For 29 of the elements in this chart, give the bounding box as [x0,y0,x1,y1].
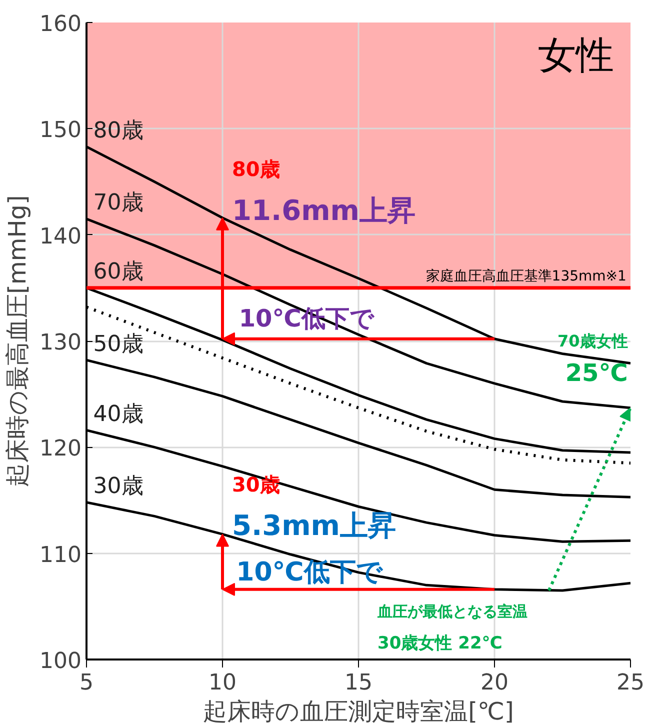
series-label: 40歳 [93,402,144,427]
annotation: 5.3mm上昇 [232,509,396,542]
series-label: 30歳 [93,474,144,500]
y-axis-title: 起床時の最高血圧[mmHg] [4,195,32,487]
series-label: 60歳 [93,260,144,285]
x-tick-label: 5 [80,670,94,696]
y-tick-label: 110 [40,542,82,568]
series-label: 50歳 [93,332,144,357]
annotation: 11.6mm上昇 [232,194,416,227]
chart-title: 女性 [538,33,614,78]
y-tick-label: 160 [40,12,82,37]
x-tick-label: 20 [480,670,509,696]
x-tick-label: 15 [344,670,373,696]
annotation: 80歳 [232,157,280,182]
series-label: 70歳 [93,190,144,216]
y-tick-label: 150 [40,118,82,144]
x-tick-label: 25 [616,670,645,696]
y-tick-label: 130 [40,330,82,356]
annotation: 30歳女性 22℃ [378,634,502,654]
annotation: 70歳女性 [558,332,628,350]
annotation: 血圧が最低となる室温 [376,602,528,621]
series-label: 80歳 [93,118,144,144]
y-tick-label: 100 [40,649,82,674]
ref-line-label: 家庭血圧高血圧基準135mm※1 [426,268,626,285]
y-tick-label: 140 [40,224,82,250]
annotation: 25℃ [565,358,628,387]
x-tick-label: 10 [208,670,237,696]
x-axis-title: 起床時の血圧測定時室温[℃] [203,698,514,726]
y-tick-label: 120 [40,436,82,462]
